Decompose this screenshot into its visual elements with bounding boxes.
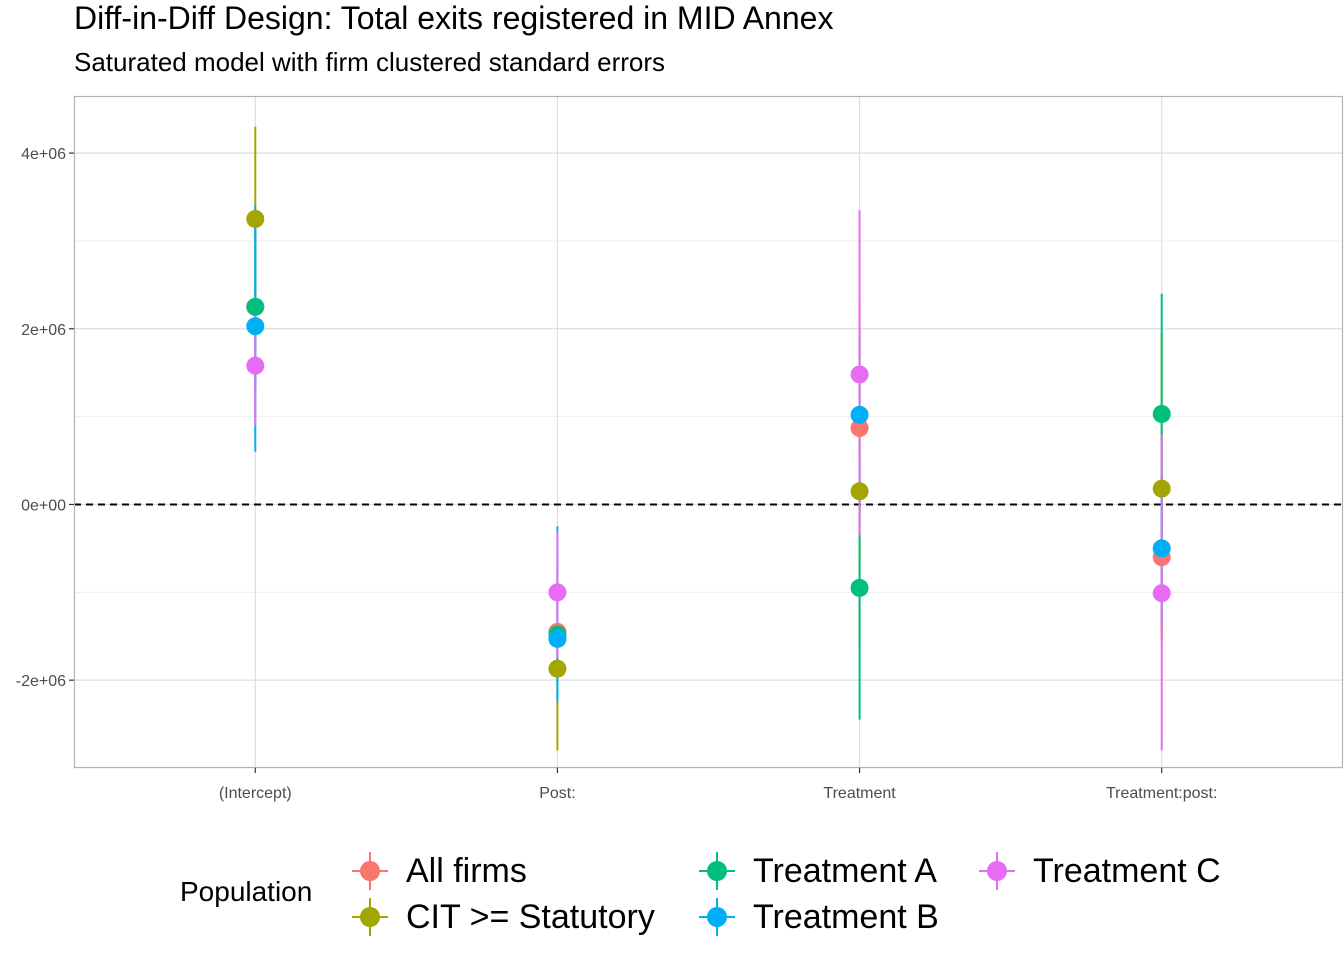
x-tick-label: Treatment:post:: [1106, 785, 1217, 802]
data-point: [850, 482, 869, 501]
x-tick-label: Post:: [539, 785, 575, 802]
plot-panel: [74, 96, 1343, 768]
legend-item: Treatment A: [695, 848, 937, 894]
legend-item: Treatment B: [695, 894, 939, 940]
legend-item: All firms: [348, 848, 527, 894]
x-tick-label: (Intercept): [219, 785, 292, 802]
legend-item: Treatment C: [975, 848, 1221, 894]
data-point: [850, 578, 869, 597]
legend-label: CIT >= Statutory: [406, 897, 655, 936]
x-tick-label: Treatment: [823, 785, 896, 802]
data-point: [246, 297, 265, 316]
data-point: [1152, 539, 1171, 558]
legend-item: CIT >= Statutory: [348, 894, 655, 940]
data-point: [1152, 584, 1171, 603]
y-tick-label: -2e+06: [16, 673, 66, 690]
legend-label: Treatment C: [1033, 851, 1221, 890]
legend-label: Treatment B: [753, 897, 939, 936]
data-point: [548, 629, 567, 648]
y-tick-label: 0e+00: [21, 497, 66, 514]
legend-label: All firms: [406, 851, 527, 890]
chart-title: Diff-in-Diff Design: Total exits registe…: [74, 0, 834, 36]
data-point: [246, 209, 265, 228]
data-point: [246, 356, 265, 375]
data-point: [850, 419, 869, 438]
legend-key-icon: [979, 852, 1015, 890]
data-point: [850, 405, 869, 424]
legend-label: Treatment A: [753, 851, 937, 890]
y-tick-label: 2e+06: [21, 322, 66, 339]
data-point: [548, 583, 567, 602]
legend-title: Population: [180, 876, 313, 907]
data-point: [548, 659, 567, 678]
legend-key-icon: [699, 898, 735, 936]
legend-key-icon: [352, 898, 388, 936]
chart-subtitle: Saturated model with firm clustered stan…: [74, 47, 666, 77]
chart-plot: -2e+06 0e+00 2e+06 4e+06 (Intercept) Post: Tre…: [16, 95, 1344, 802]
legend-key-icon: [699, 852, 735, 890]
legend-key-icon: [352, 852, 388, 890]
data-point: [1152, 404, 1171, 423]
data-point: [1152, 479, 1171, 498]
plot-border: [73, 95, 1344, 769]
data-point: [246, 317, 265, 336]
y-tick-label: 4e+06: [21, 146, 66, 163]
data-point: [850, 365, 869, 384]
